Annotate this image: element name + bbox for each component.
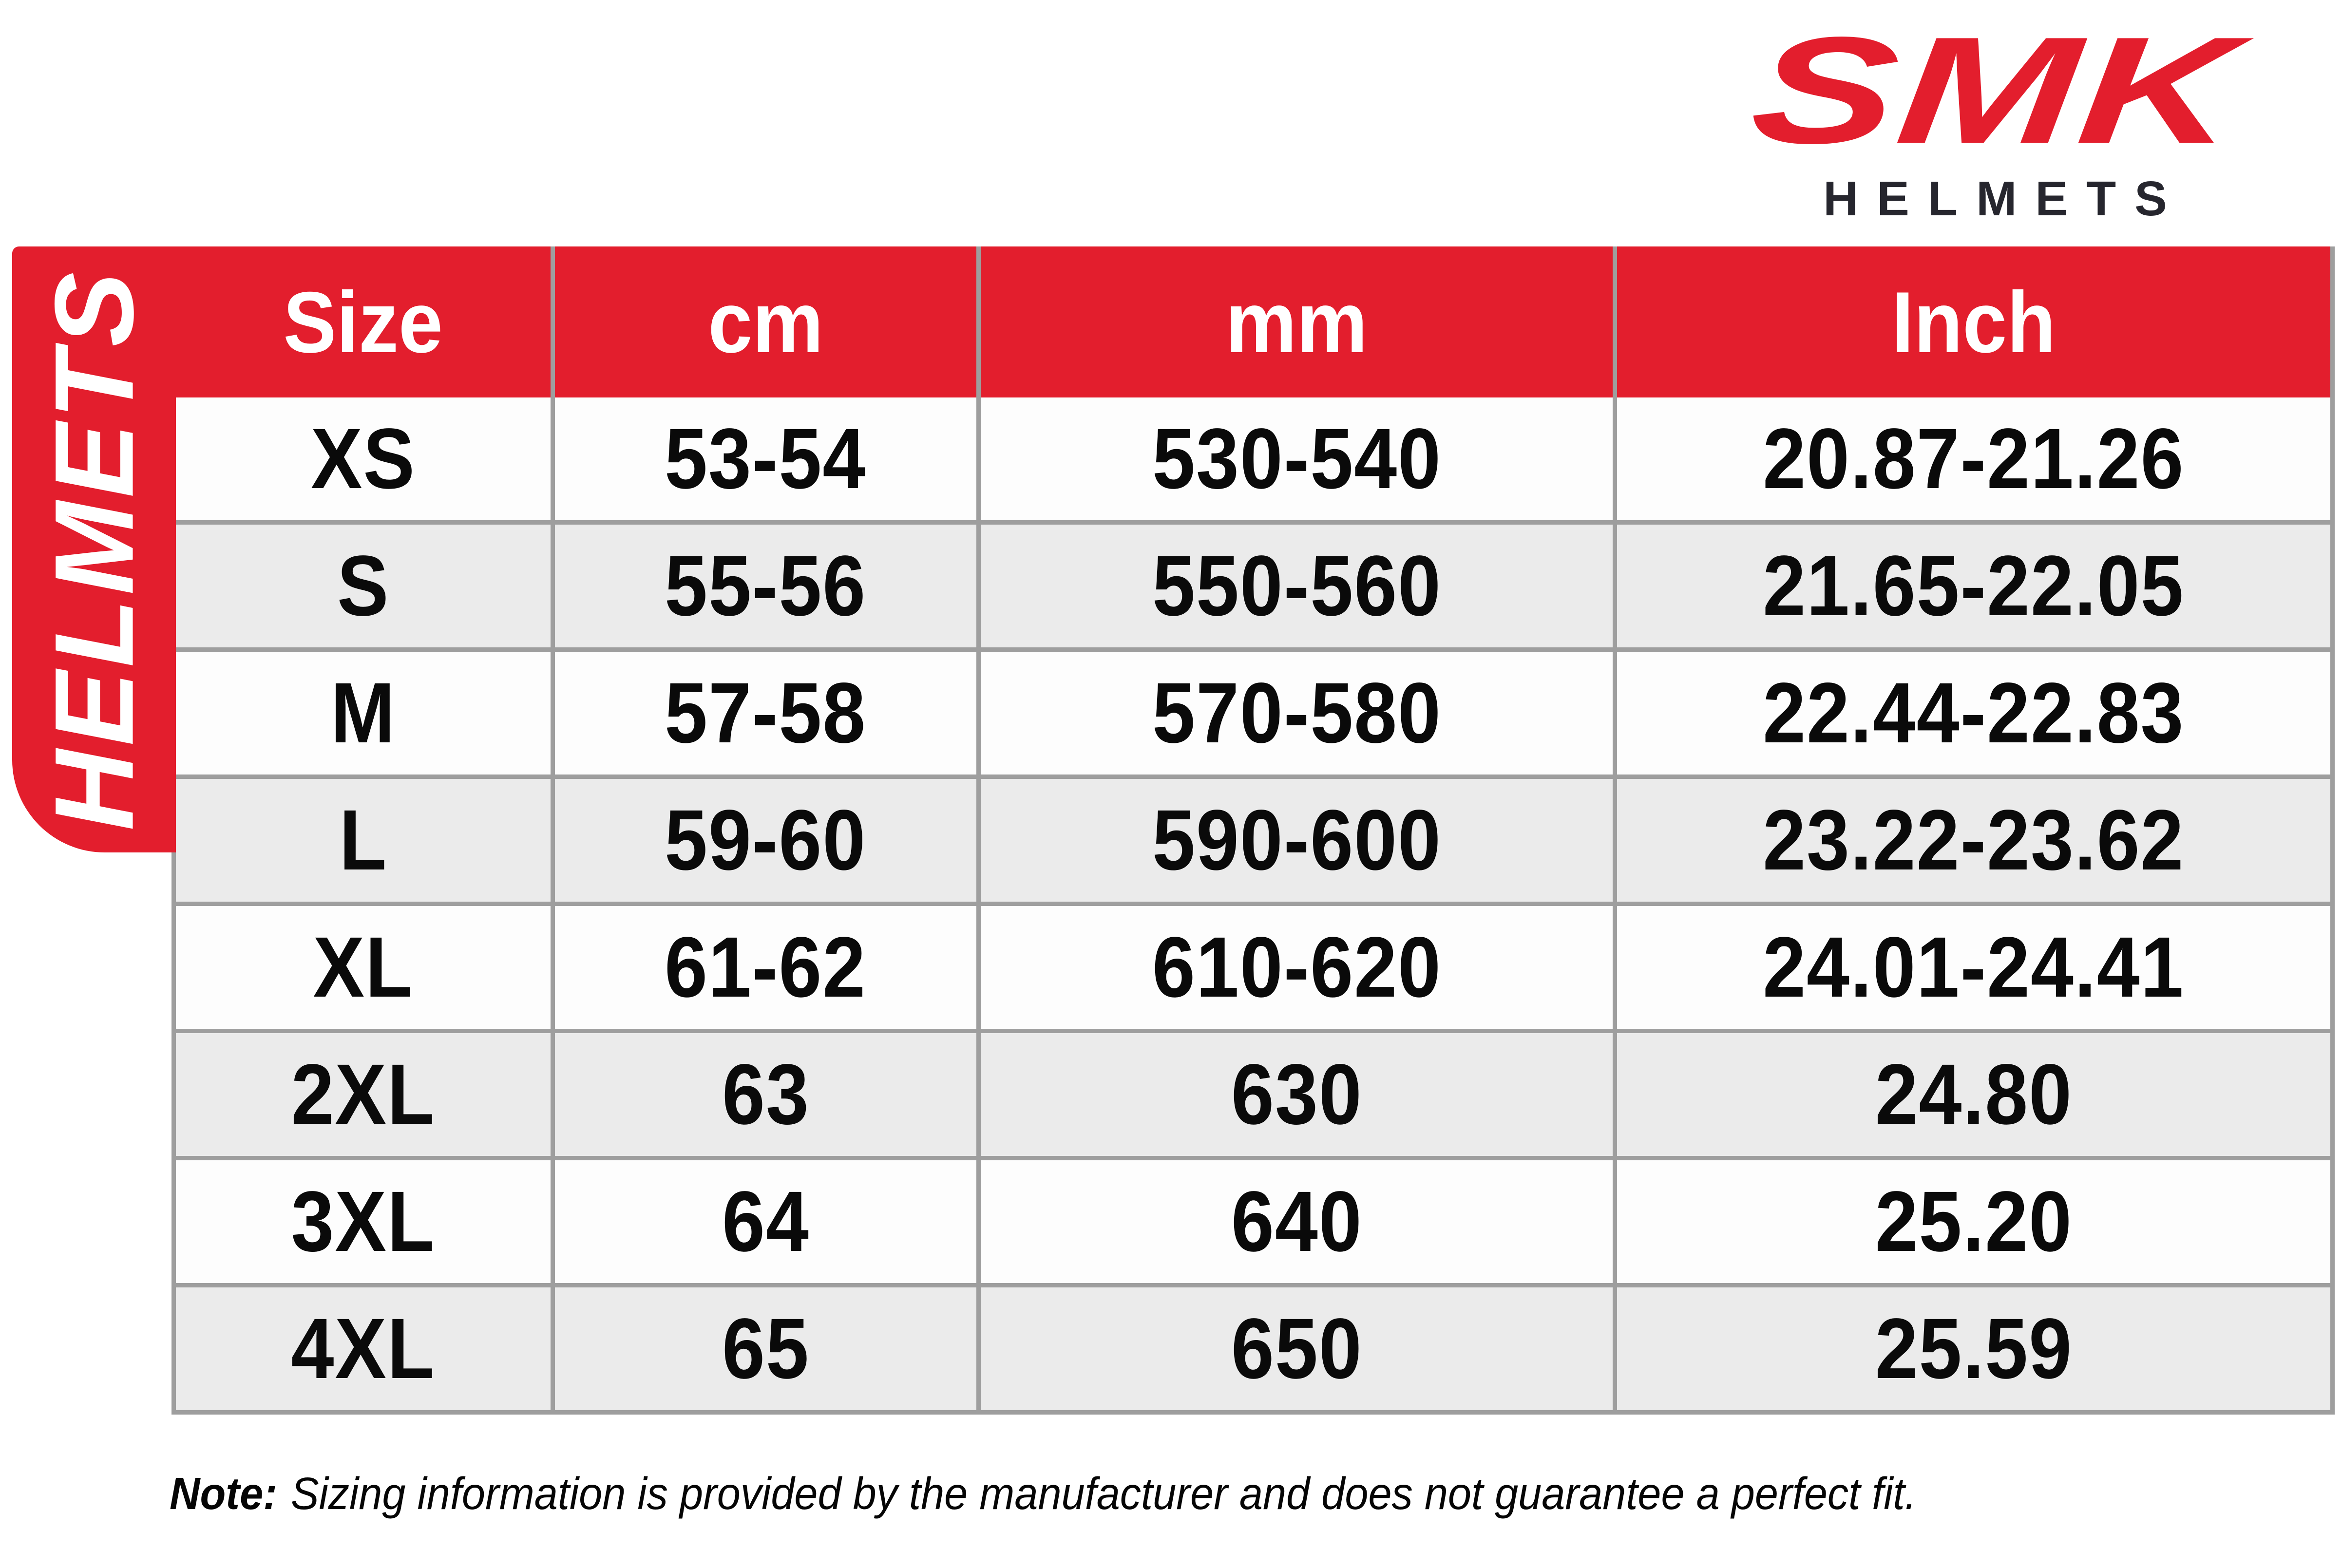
header-inch: Inch	[1617, 246, 2330, 397]
header-size-label: Size	[283, 273, 443, 371]
brand-wordmark: SMK	[1745, 6, 2246, 175]
row-xl-size: XL	[176, 902, 551, 1029]
row-s-size: S	[176, 520, 551, 647]
row-2xl-cm: 63	[555, 1029, 976, 1156]
footnote-text: Sizing information is provided by the ma…	[290, 1468, 1917, 1519]
row-xs-cm: 53-54	[555, 397, 976, 520]
row-3xl-size: 3XL	[176, 1156, 551, 1283]
side-ribbon-label: HELMETS	[31, 268, 157, 831]
row-4xl-inch: 25.59	[1617, 1283, 2330, 1410]
header-cm-label: cm	[708, 273, 823, 371]
table-left-border	[171, 852, 176, 1415]
row-xs-mm: 530-540	[981, 397, 1613, 520]
row-s-cm: 55-56	[555, 520, 976, 647]
row-3xl-inch: 25.20	[1617, 1156, 2330, 1283]
row-2xl-mm: 630	[981, 1029, 1613, 1156]
row-s-inch: 21.65-22.05	[1617, 520, 2330, 647]
helmets-side-ribbon: HELMETS	[12, 246, 176, 852]
footnote-label: Note:	[170, 1468, 278, 1519]
row-2xl-size: 2XL	[176, 1029, 551, 1156]
row-m-inch: 22.44-22.83	[1617, 647, 2330, 775]
brand-logo: SMK HELMETS	[1725, 6, 2266, 226]
header-mm: mm	[981, 246, 1613, 397]
row-m-mm: 570-580	[981, 647, 1613, 775]
header-mm-label: mm	[1225, 273, 1368, 371]
row-l-inch: 23.22-23.62	[1617, 775, 2330, 902]
row-xs-size: XS	[176, 397, 551, 520]
row-xl-inch: 24.01-24.41	[1617, 902, 2330, 1029]
row-m-cm: 57-58	[555, 647, 976, 775]
row-xl-mm: 610-620	[981, 902, 1613, 1029]
row-2xl-inch: 24.80	[1617, 1029, 2330, 1156]
header-size: Size	[176, 246, 551, 397]
row-m-size: M	[176, 647, 551, 775]
row-3xl-mm: 640	[981, 1156, 1613, 1283]
row-4xl-cm: 65	[555, 1283, 976, 1410]
row-4xl-mm: 650	[981, 1283, 1613, 1410]
row-l-mm: 590-600	[981, 775, 1613, 902]
brand-subtext: HELMETS	[1823, 171, 2186, 226]
header-inch-label: Inch	[1891, 273, 2056, 371]
row-xs-inch: 20.87-21.26	[1617, 397, 2330, 520]
row-l-size: L	[176, 775, 551, 902]
row-l-cm: 59-60	[555, 775, 976, 902]
row-xl-cm: 61-62	[555, 902, 976, 1029]
row-4xl-size: 4XL	[176, 1283, 551, 1410]
size-table: Size cm mm Inch XS 53-54 530-540 20.87-2…	[176, 246, 2335, 1415]
row-3xl-cm: 64	[555, 1156, 976, 1283]
header-cm: cm	[555, 246, 976, 397]
footnote: Note: Sizing information is provided by t…	[170, 1465, 2073, 1522]
row-s-mm: 550-560	[981, 520, 1613, 647]
